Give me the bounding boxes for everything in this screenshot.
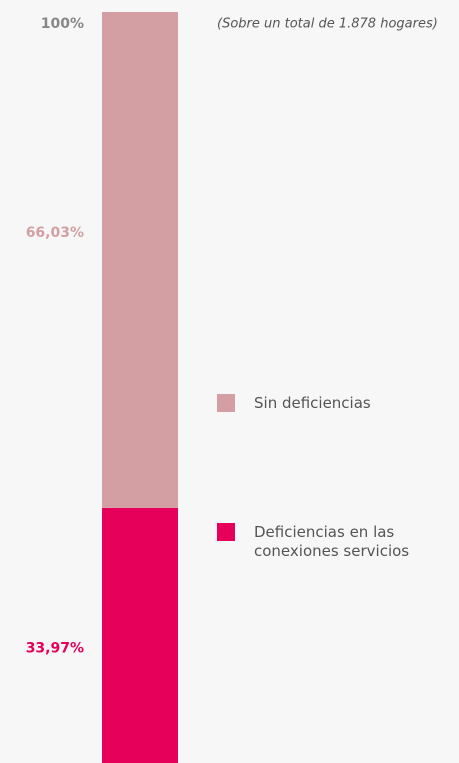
legend-swatch bbox=[217, 523, 235, 541]
legend-label: Deficiencias en las conexiones servicios bbox=[254, 523, 410, 560]
legend-swatch bbox=[217, 394, 235, 412]
bar-segment bbox=[102, 12, 178, 508]
value-label: 66,03% bbox=[26, 225, 84, 241]
bar-segment bbox=[102, 507, 178, 763]
value-label: 33,97% bbox=[26, 640, 84, 656]
legend-label: Sin deficiencias bbox=[254, 394, 371, 412]
chart-subtitle: (Sobre un total de 1.878 hogares) bbox=[217, 17, 438, 32]
y-tick-label: 100% bbox=[41, 16, 84, 32]
